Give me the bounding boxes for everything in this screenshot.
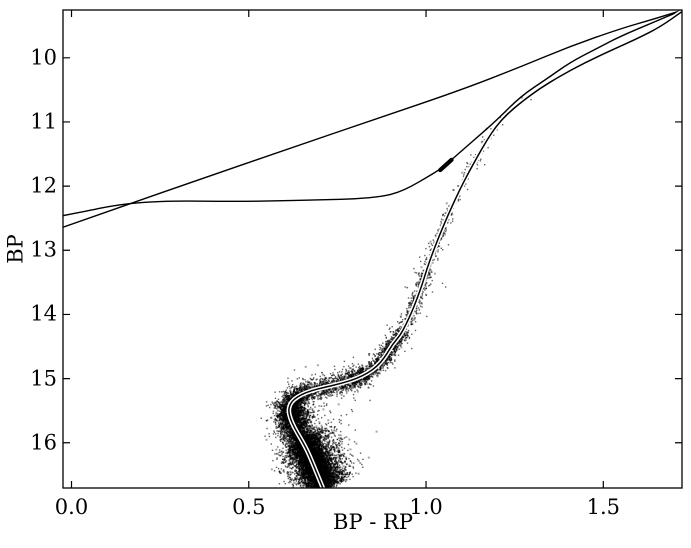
- x-tick-label: 0.5: [232, 495, 266, 519]
- x-axis-label: BP - RP: [333, 510, 413, 534]
- y-axis-label: BP: [3, 234, 28, 264]
- x-tick-label: 0.0: [54, 495, 89, 519]
- y-tick-label: 12: [30, 173, 57, 198]
- y-tick-label: 11: [30, 109, 57, 134]
- y-tick-label: 15: [30, 366, 57, 391]
- x-tick-label: 1.0: [409, 495, 443, 519]
- y-tick-label: 10: [30, 45, 57, 70]
- y-tick-label: 16: [30, 430, 57, 455]
- y-tick-label: 13: [30, 237, 57, 262]
- x-tick-label: 1.5: [586, 495, 620, 519]
- y-tick-label: 14: [30, 301, 57, 326]
